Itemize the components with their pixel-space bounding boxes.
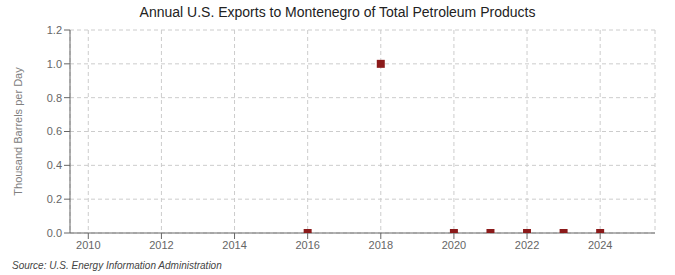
svg-text:2018: 2018 — [369, 239, 393, 251]
svg-text:0.0: 0.0 — [47, 227, 62, 239]
svg-text:0.6: 0.6 — [47, 125, 62, 137]
svg-text:Thousand Barrels per Day: Thousand Barrels per Day — [12, 67, 24, 196]
svg-text:0.2: 0.2 — [47, 193, 62, 205]
svg-text:2010: 2010 — [76, 239, 100, 251]
svg-text:2024: 2024 — [588, 239, 612, 251]
html-text:Annual U.S. Exports to Montene: Annual U.S. Exports to Montenegro of Tot… — [139, 4, 536, 20]
svg-text:2016: 2016 — [295, 239, 319, 251]
svg-text:0.4: 0.4 — [47, 159, 62, 171]
svg-text:0.8: 0.8 — [47, 92, 62, 104]
svg-text:2012: 2012 — [149, 239, 173, 251]
svg-text:2022: 2022 — [515, 239, 539, 251]
html-text:Source: U.S. Energy Informatio: Source: U.S. Energy Information Administ… — [12, 260, 222, 271]
svg-text:2014: 2014 — [222, 239, 246, 251]
svg-text:1.2: 1.2 — [47, 24, 62, 36]
svg-text:2020: 2020 — [442, 239, 466, 251]
svg-text:1.0: 1.0 — [47, 58, 62, 70]
